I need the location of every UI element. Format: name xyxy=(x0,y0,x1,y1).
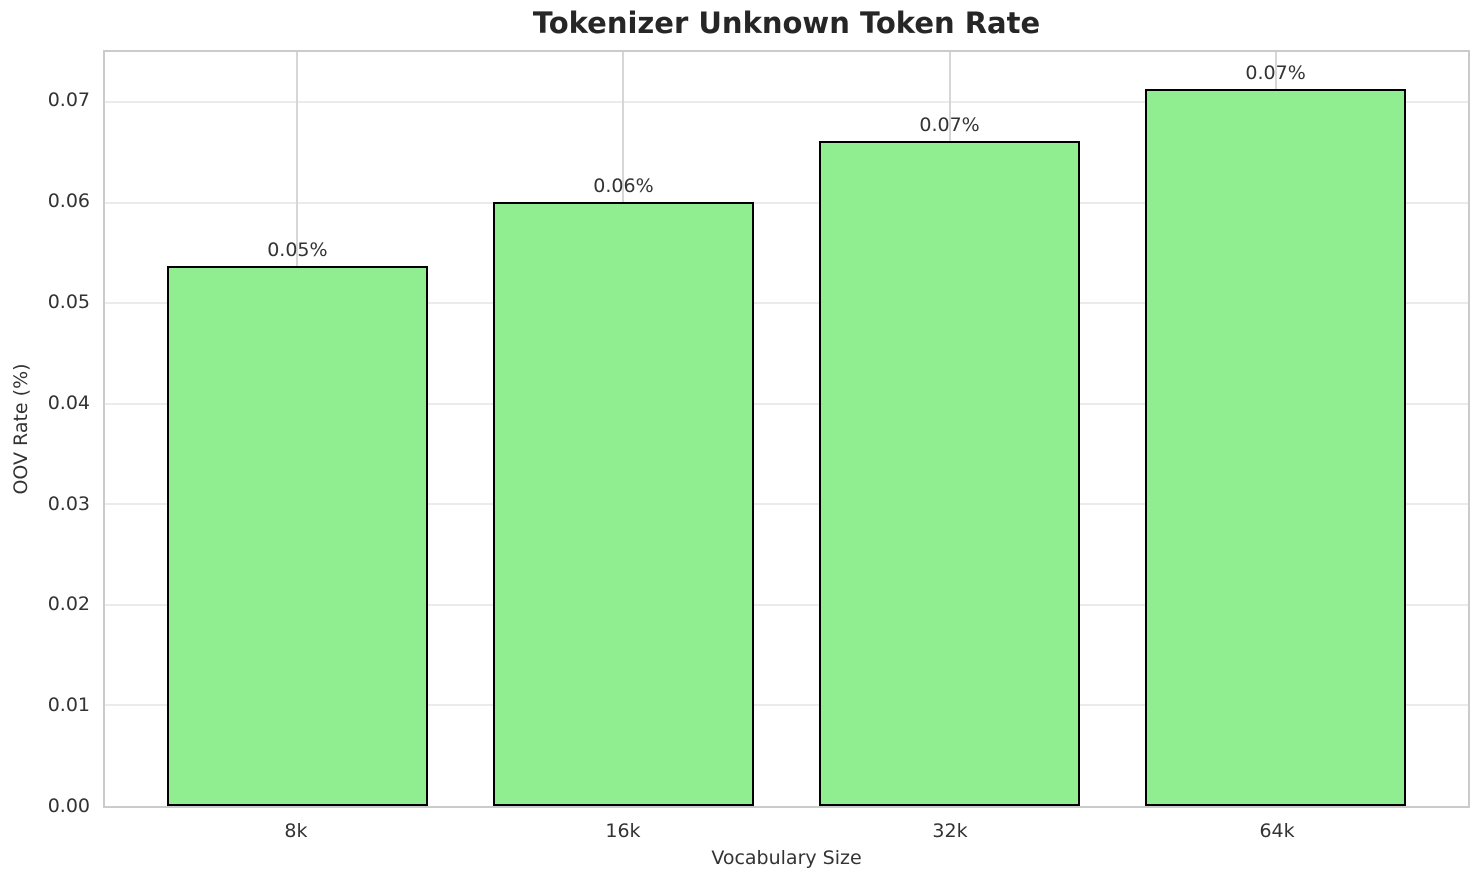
x-tick-label: 8k xyxy=(284,820,308,842)
x-tick-label: 64k xyxy=(1259,820,1295,842)
y-tick-label: 0.07 xyxy=(47,89,90,112)
chart-title: Tokenizer Unknown Token Rate xyxy=(532,6,1041,40)
x-axis-label: Vocabulary Size xyxy=(711,847,862,869)
bar-value-label: 0.07% xyxy=(919,114,980,137)
plot-area: 0.05% 0.06% 0.07% 0.07% xyxy=(103,50,1470,808)
bar-value-label: 0.06% xyxy=(593,174,654,197)
bar-64k xyxy=(1145,89,1407,806)
y-tick-label: 0.03 xyxy=(47,492,90,515)
y-tick-label: 0.06 xyxy=(47,190,90,213)
bar-16k xyxy=(493,201,754,806)
gridline-horizontal xyxy=(105,704,1468,707)
bar-value-label: 0.07% xyxy=(1245,62,1306,85)
y-tick-label: 0.04 xyxy=(47,391,90,414)
y-tick-label: 0.02 xyxy=(47,593,90,616)
gridline-horizontal xyxy=(105,101,1468,104)
y-axis-label: OOV Rate (%) xyxy=(10,363,32,495)
y-tick-label: 0.01 xyxy=(47,694,90,717)
bar-32k xyxy=(819,141,1080,806)
gridline-horizontal xyxy=(105,302,1468,305)
y-tick-label: 0.05 xyxy=(47,291,90,313)
gridline-horizontal xyxy=(105,503,1468,506)
x-tick-label: 16k xyxy=(605,820,641,842)
bar-8k xyxy=(166,266,428,806)
x-tick-label: 32k xyxy=(932,820,968,842)
y-tick-label: 0.00 xyxy=(47,795,90,817)
bar-value-label: 0.05% xyxy=(267,239,328,262)
gridline-horizontal xyxy=(105,201,1468,204)
gridline-horizontal xyxy=(105,603,1468,606)
gridline-horizontal xyxy=(105,402,1468,405)
